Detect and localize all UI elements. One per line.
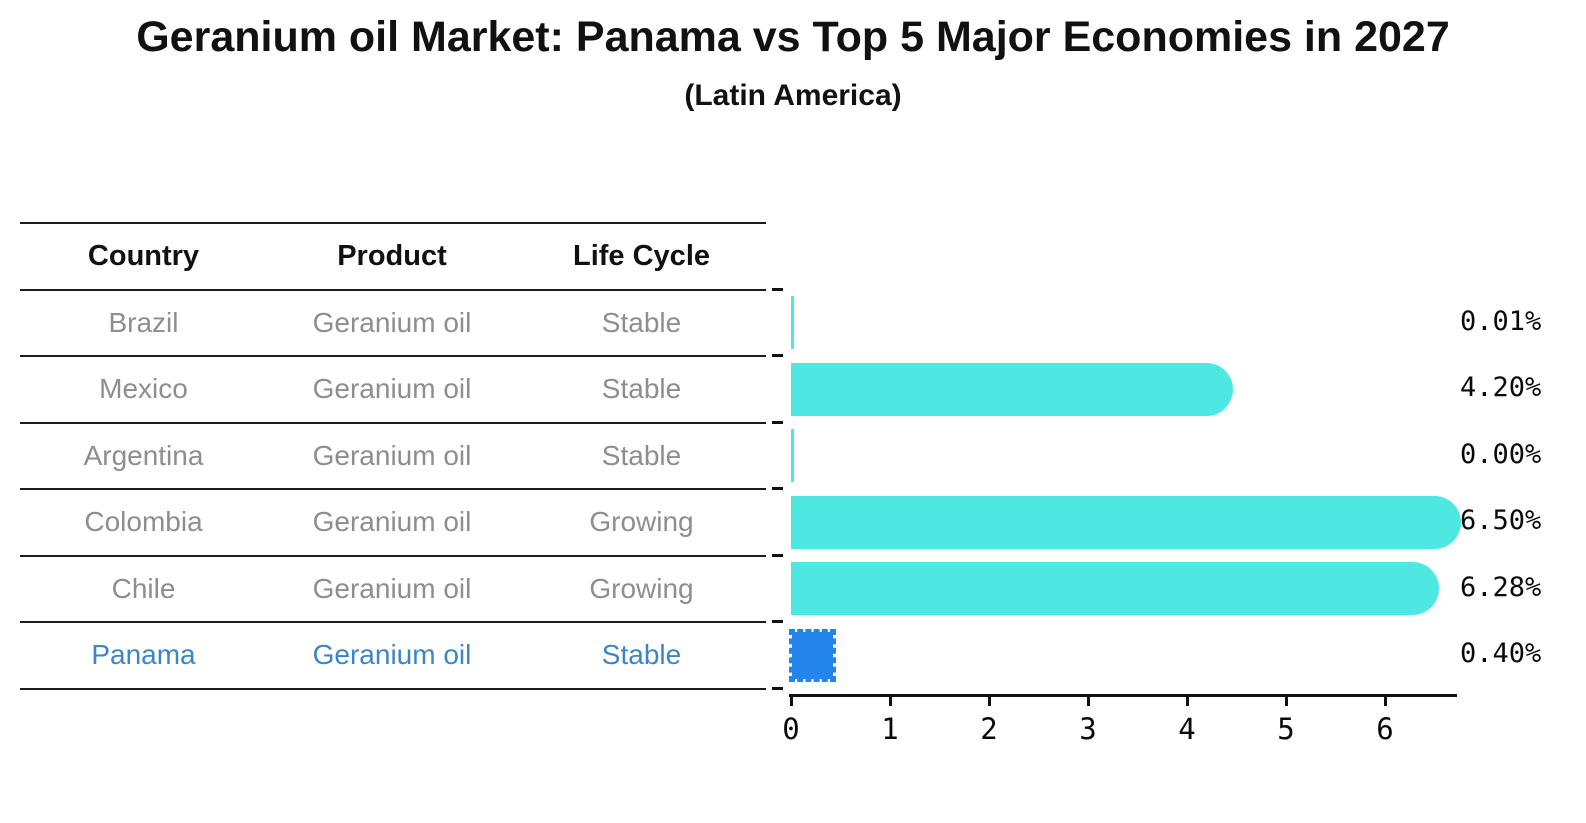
value-label-brazil: 0.01% <box>1460 305 1542 337</box>
cell-life-cycle-colombia: Growing <box>589 506 694 538</box>
x-axis-line <box>789 694 1457 697</box>
bar-chile <box>791 562 1439 615</box>
x-axis-tick <box>789 697 793 706</box>
cell-country-argentina: Argentina <box>83 439 204 471</box>
y-axis-tick <box>772 620 783 624</box>
cell-life-cycle-mexico: Stable <box>601 373 682 405</box>
x-axis-tick <box>1086 697 1090 706</box>
x-axis-tick-label-0: 0 <box>782 712 800 746</box>
cell-country-mexico: Mexico <box>99 373 188 405</box>
x-axis-tick <box>1383 697 1387 706</box>
value-label-panama: 0.40% <box>1460 638 1542 669</box>
cell-life-cycle-chile: Growing <box>589 572 694 604</box>
chart-title: Geranium oil Market: Panama vs Top 5 Maj… <box>136 13 1450 61</box>
x-axis-tick <box>987 697 991 706</box>
table-row-panama: Panama Geranium oil Stable <box>20 621 766 688</box>
y-axis-tick <box>772 487 783 491</box>
x-axis-tick <box>1284 697 1288 706</box>
x-axis-tick-label-2: 2 <box>980 712 998 746</box>
country-table: Country Product Life Cycle Brazil Geraniu… <box>20 222 766 690</box>
x-axis-tick <box>888 697 892 706</box>
cell-life-cycle-brazil: Stable <box>601 306 682 338</box>
column-header-life-cycle: Life Cycle <box>573 239 710 272</box>
chart-subtitle: (Latin America) <box>684 79 902 112</box>
cell-country-colombia: Colombia <box>84 506 203 538</box>
x-axis-tick-label-5: 5 <box>1277 712 1295 746</box>
value-label-argentina: 0.00% <box>1460 438 1542 470</box>
bar-brazil <box>791 296 794 349</box>
cell-product-panama: Geranium oil <box>312 639 472 671</box>
cell-life-cycle-argentina: Stable <box>601 439 682 471</box>
table-row-argentina: Argentina Geranium oil Stable <box>20 421 766 489</box>
x-axis-tick <box>1185 697 1189 706</box>
table-row-brazil: Brazil Geranium oil Stable <box>20 288 766 356</box>
column-header-country: Country <box>87 239 200 272</box>
x-axis-tick-label-1: 1 <box>881 712 899 746</box>
x-axis-tick-label-3: 3 <box>1079 712 1097 746</box>
bar-colombia <box>791 495 1461 549</box>
x-axis-tick-label-6: 6 <box>1376 712 1394 746</box>
cell-country-chile: Chile <box>111 572 176 604</box>
table-header-row: Country Product Life Cycle <box>20 222 766 289</box>
value-label-mexico: 4.20% <box>1460 372 1542 403</box>
y-axis-tick <box>772 686 783 690</box>
cell-product-brazil: Geranium oil <box>312 306 472 338</box>
table-body: Brazil Geranium oil Stable Mexico Geranium o… <box>20 288 766 688</box>
bar-panama <box>789 628 836 682</box>
y-axis-tick <box>772 553 783 557</box>
value-label-colombia: 6.50% <box>1460 505 1542 536</box>
cell-country-brazil: Brazil <box>108 306 179 338</box>
cell-country-panama: Panama <box>91 639 196 671</box>
bar-mexico <box>791 362 1233 416</box>
cell-product-mexico: Geranium oil <box>312 373 472 405</box>
cell-life-cycle-panama: Stable <box>601 639 682 671</box>
cell-product-argentina: Geranium oil <box>312 439 472 471</box>
cell-product-colombia: Geranium oil <box>312 506 472 538</box>
table-row-chile: Chile Geranium oil Growing <box>20 554 766 622</box>
y-axis-tick <box>772 420 783 424</box>
column-header-product: Product <box>337 239 447 272</box>
value-label-chile: 6.28% <box>1460 571 1542 603</box>
y-axis-tick <box>772 354 783 358</box>
table-row-colombia: Colombia Geranium oil Growing <box>20 488 766 555</box>
table-row-mexico: Mexico Geranium oil Stable <box>20 355 766 422</box>
bar-argentina <box>791 429 794 482</box>
x-axis-tick-label-4: 4 <box>1178 712 1196 746</box>
y-axis-tick <box>772 287 783 291</box>
cell-product-chile: Geranium oil <box>312 572 472 604</box>
